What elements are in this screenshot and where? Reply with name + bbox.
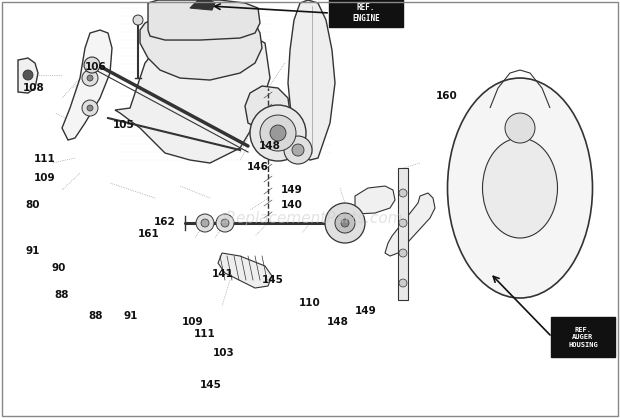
Text: 149: 149 (355, 306, 377, 316)
Text: 111: 111 (193, 329, 216, 339)
Text: REF.
AUGER
HOUSING: REF. AUGER HOUSING (568, 326, 598, 347)
Polygon shape (140, 6, 262, 80)
Text: 90: 90 (51, 263, 66, 273)
Circle shape (133, 15, 143, 25)
Polygon shape (148, 0, 260, 40)
Circle shape (292, 144, 304, 156)
Polygon shape (385, 193, 435, 256)
Text: 108: 108 (23, 83, 45, 93)
Text: 161: 161 (138, 229, 160, 239)
Circle shape (216, 214, 234, 232)
Circle shape (270, 125, 286, 141)
Polygon shape (288, 0, 335, 160)
Text: 110: 110 (299, 298, 321, 308)
Text: eReplacementParts.com: eReplacementParts.com (216, 211, 404, 226)
Circle shape (399, 279, 407, 287)
Circle shape (23, 70, 33, 80)
Circle shape (341, 219, 349, 227)
Text: 109: 109 (182, 317, 203, 327)
Text: 149: 149 (280, 185, 303, 195)
Text: 80: 80 (25, 200, 40, 210)
Polygon shape (62, 30, 112, 140)
Circle shape (201, 219, 209, 227)
Circle shape (84, 57, 100, 73)
Circle shape (284, 136, 312, 164)
Text: 148: 148 (327, 317, 349, 327)
Text: 145: 145 (262, 275, 284, 285)
Circle shape (399, 219, 407, 227)
Text: 148: 148 (259, 141, 281, 151)
Text: 111: 111 (33, 154, 56, 164)
Text: 88: 88 (89, 311, 104, 321)
Polygon shape (398, 168, 408, 300)
Text: 140: 140 (280, 200, 303, 210)
Circle shape (399, 189, 407, 197)
Circle shape (505, 113, 535, 143)
Text: 162: 162 (153, 217, 175, 227)
Circle shape (325, 203, 365, 243)
Text: 106: 106 (85, 62, 107, 72)
Ellipse shape (482, 138, 557, 238)
Circle shape (335, 213, 355, 233)
Text: 103: 103 (212, 348, 234, 358)
Circle shape (260, 115, 296, 151)
Text: 141: 141 (212, 269, 234, 279)
Polygon shape (355, 186, 395, 214)
Polygon shape (190, 0, 215, 10)
Text: 91: 91 (25, 246, 40, 256)
Circle shape (82, 100, 98, 116)
Circle shape (399, 249, 407, 257)
Text: 146: 146 (246, 162, 268, 172)
Circle shape (221, 219, 229, 227)
Text: 145: 145 (200, 380, 222, 390)
Polygon shape (218, 253, 272, 288)
Text: 109: 109 (34, 173, 55, 183)
Circle shape (82, 70, 98, 86)
Ellipse shape (448, 78, 593, 298)
Text: 105: 105 (113, 120, 135, 130)
Circle shape (87, 75, 93, 81)
Text: 88: 88 (55, 290, 69, 300)
Circle shape (196, 214, 214, 232)
Polygon shape (245, 86, 290, 130)
Polygon shape (18, 58, 38, 93)
Text: 91: 91 (123, 311, 138, 321)
Text: 160: 160 (435, 91, 458, 101)
Circle shape (87, 105, 93, 111)
Polygon shape (115, 30, 270, 163)
Circle shape (250, 105, 306, 161)
Text: REF.
ENGINE: REF. ENGINE (352, 3, 380, 23)
FancyBboxPatch shape (551, 317, 615, 357)
FancyBboxPatch shape (329, 0, 403, 27)
